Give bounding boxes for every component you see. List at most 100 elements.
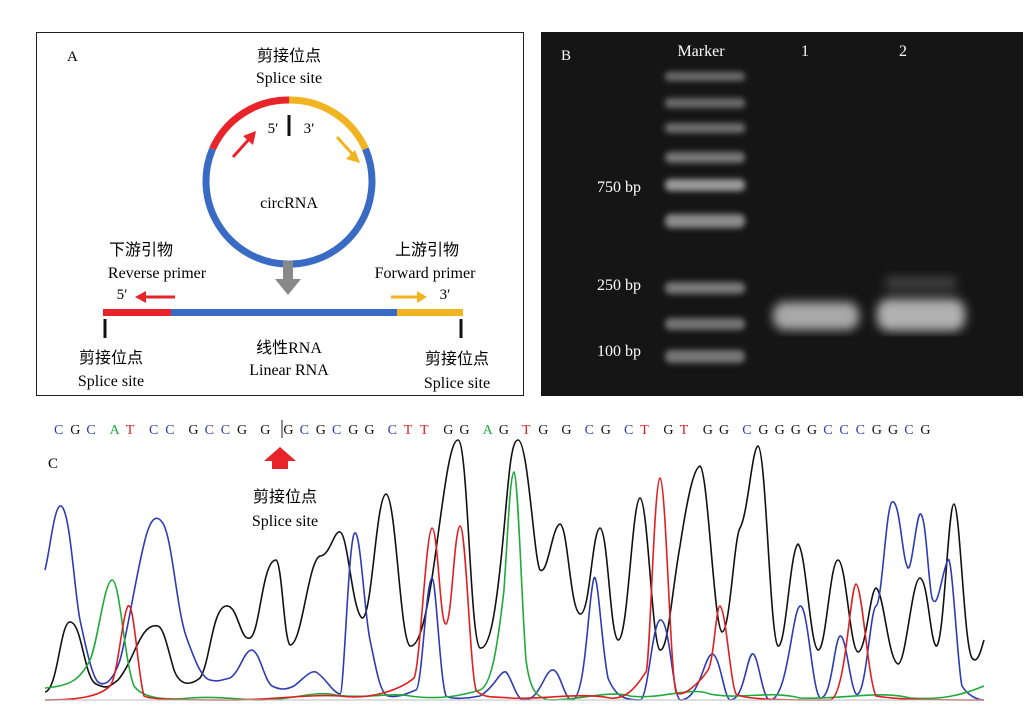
sequence-base: G [348,423,358,438]
panel-b-gel-image: B Marker 1 2 750 bp 250 bp 100 bp [541,32,1023,396]
sequence-base: G [561,423,571,438]
linear-blue-segment [171,309,397,316]
sequence-base: C [823,423,832,438]
sequence-base: C [221,423,230,438]
panel-a-circrna-diagram: A 剪接位点 Splice site 5′ 3′ circRNA 下游引物 Re… [36,32,524,396]
lane-1-band [773,302,859,330]
sequence-base: G [237,423,247,438]
conversion-arrow-icon [275,261,301,295]
top-splice-label-en: Splice site [256,70,322,87]
sequence-base: C [300,423,309,438]
sequence-base: C [332,423,341,438]
sequence-base: C [205,423,214,438]
sequence-base: G [920,423,930,438]
lane-marker-label: Marker [677,43,725,60]
reverse-primer-arrow-icon [135,291,175,303]
left-splice-en: Splice site [78,373,144,390]
sequence-base: G [872,423,882,438]
sequence-base: G [260,423,270,438]
red-arrow-icon [231,131,256,159]
sequence-base: T [126,423,135,438]
sequence-base: G [316,423,326,438]
sequence-base: C [149,423,158,438]
sequence-base: G [775,423,785,438]
lane-2-label: 2 [899,43,907,60]
forward-primer-en: Forward primer [375,265,477,282]
sequence-base: C [904,423,913,438]
circrna-label: circRNA [260,195,318,212]
size-750-label: 750 bp [597,179,641,196]
forward-end-label: 3′ [440,287,451,303]
sequence-base: G [703,423,713,438]
circrna-red-arc [209,96,290,151]
panel-c-letter: C [48,456,58,472]
sequence-base: G [499,423,509,438]
top-splice-label-zh: 剪接位点 [257,47,321,65]
circrna-yellow-arc [288,96,369,151]
marker-ladder [665,72,745,363]
linear-yellow-segment [397,309,463,316]
splice-site-arrow-icon [264,447,296,469]
lane-1-label: 1 [801,43,809,60]
sequence-base: C [388,423,397,438]
panel-a-letter: A [67,49,78,65]
lane-2-band [877,299,965,331]
forward-primer-arrow-icon [391,291,427,303]
sequence-base: C [742,423,751,438]
reverse-end-label: 5′ [117,287,128,303]
sequence-base: C [86,423,95,438]
trace-g [44,439,985,701]
sequence-base: G [283,423,293,438]
yellow-arrow-icon [335,135,360,163]
sequence-base: C [839,423,848,438]
linear-rna-bar [103,309,463,316]
reverse-primer-zh: 下游引物 [109,241,173,259]
sequence-base: C [585,423,594,438]
right-splice-zh: 剪接位点 [425,350,489,368]
sequence-base: A [483,423,494,438]
size-100-label: 100 bp [597,343,641,360]
circ-3prime: 3′ [304,121,315,137]
right-splice-en: Splice site [424,375,490,392]
sequence-base: G [364,423,374,438]
circ-5prime: 5′ [268,121,279,137]
sequence-base: G [443,423,453,438]
sequence-base: A [110,423,121,438]
sequence-base: T [420,423,429,438]
sequence-base: G [70,423,80,438]
splice-site-zh: 剪接位点 [253,488,317,506]
linear-rna-zh: 线性RNA [256,339,322,357]
sequence-base: T [522,423,531,438]
sequence-base: G [188,423,198,438]
panel-b-letter: B [561,48,571,64]
sequence-base: G [663,423,673,438]
sequence-base: G [719,423,729,438]
linear-rna-en: Linear RNA [249,362,329,379]
forward-primer-zh: 上游引物 [395,241,459,259]
sequence-base: G [888,423,898,438]
sequence-base: T [404,423,413,438]
sequence-base: G [791,423,801,438]
sequence-base: G [807,423,817,438]
sequence-base: C [856,423,865,438]
sequence-base: G [758,423,768,438]
reverse-primer-en: Reverse primer [108,265,207,282]
sequence-base: C [165,423,174,438]
sequence-base: C [54,423,63,438]
left-splice-zh: 剪接位点 [79,349,143,367]
panel-a-svg: A 剪接位点 Splice site 5′ 3′ circRNA 下游引物 Re… [67,47,490,392]
sequence-base: G [601,423,611,438]
sequence-base: T [640,423,649,438]
size-250-label: 250 bp [597,277,641,294]
sequence-base: T [680,423,689,438]
sequence-base: G [459,423,469,438]
gel-svg: B Marker 1 2 750 bp 250 bp 100 bp [541,32,1023,396]
linear-red-segment [103,309,171,316]
lane-2-faint-band [885,276,957,290]
splice-site-en: Splice site [252,513,318,530]
sequence-base: G [538,423,548,438]
sequence-base: C [624,423,633,438]
